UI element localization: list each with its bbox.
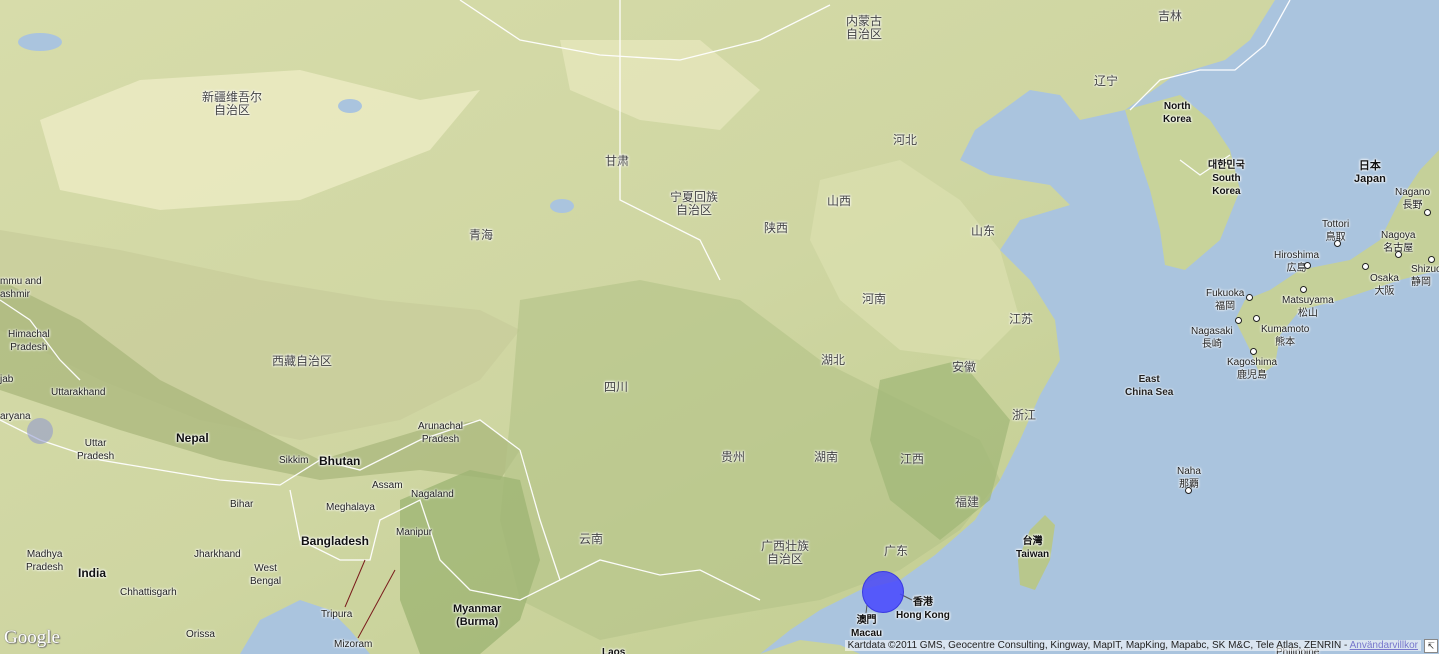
label-madhya: Madhya Pradesh — [26, 549, 64, 573]
attribution: Kartdata ©2011 GMS, Geocentre Consulting… — [844, 640, 1421, 651]
label-yunnan: 云南 — [579, 532, 604, 546]
label-fujian: 福建 — [955, 495, 980, 509]
label-japan: 日本 Japan — [1354, 160, 1386, 185]
label-xinjiang: 新疆维吾尔 自治区 — [202, 90, 263, 117]
city-kagoshima: Kagoshima 鹿児島 — [1227, 357, 1278, 381]
label-ningxia: 宁夏回族 自治区 — [670, 190, 719, 217]
city-nagano: Nagano 長野 — [1395, 187, 1431, 211]
label-arunachal: Arunachal Pradesh — [418, 421, 464, 445]
label-sichuan: 四川 — [604, 380, 629, 394]
city-dot-hiroshima — [1304, 262, 1311, 269]
label-hong-kong: 香港 Hong Kong — [896, 597, 950, 621]
city-naha: Naha 那覇 — [1177, 466, 1201, 490]
label-hebei: 河北 — [893, 133, 918, 147]
city-hiroshima: Hiroshima 広島 — [1274, 250, 1320, 274]
location-marker-faded[interactable] — [27, 418, 53, 444]
label-india: India — [78, 566, 107, 580]
label-guizhou: 贵州 — [721, 450, 746, 464]
label-inner-mongolia: 内蒙古 自治区 — [846, 14, 883, 41]
label-jiangxi: 江西 — [900, 452, 925, 466]
attribution-text: Kartdata ©2011 GMS, Geocentre Consulting… — [847, 640, 1350, 651]
city-osaka: Osaka 大阪 — [1370, 273, 1399, 297]
label-shanxi: 山西 — [827, 194, 852, 208]
label-north-korea: North Korea — [1163, 101, 1192, 125]
label-zhejiang: 浙江 — [1012, 408, 1037, 422]
label-meghalaya: Meghalaya — [326, 502, 375, 513]
label-gansu: 甘肃 — [605, 154, 630, 168]
label-sikkim: Sikkim — [279, 455, 309, 466]
label-west-bengal: West Bengal — [250, 563, 282, 587]
label-bhutan: Bhutan — [319, 454, 361, 468]
label-uttar-pradesh: Uttar Pradesh — [77, 438, 115, 462]
label-mizoram: Mizoram — [334, 639, 373, 650]
city-dot-tottori — [1334, 240, 1341, 247]
label-myanmar: Myanmar (Burma) — [453, 603, 502, 628]
city-fukuoka: Fukuoka 福岡 — [1206, 288, 1245, 312]
city-dot-fukuoka — [1246, 294, 1253, 301]
label-qinghai: 青海 — [469, 228, 494, 242]
label-uttarakhand: Uttarakhand — [51, 387, 106, 398]
label-liaoning: 辽宁 — [1094, 74, 1119, 88]
city-dot-nagoya — [1395, 251, 1402, 258]
label-jharkhand: Jharkhand — [194, 549, 241, 560]
label-jilin: 吉林 — [1158, 9, 1183, 23]
city-dot-nagano — [1424, 209, 1431, 216]
resize-corner-icon[interactable]: ↸ — [1424, 639, 1438, 653]
label-hunan: 湖南 — [814, 450, 839, 464]
location-marker[interactable] — [862, 571, 904, 613]
label-macau: 澳門 Macau — [851, 615, 883, 639]
google-logo[interactable]: Google — [4, 627, 60, 648]
label-punjab: jab — [0, 374, 14, 385]
city-nagoya: Nagoya 名古屋 — [1381, 230, 1416, 254]
city-dot-osaka — [1362, 263, 1369, 270]
label-hubei: 湖北 — [821, 353, 846, 367]
label-taiwan: 台灣 Taiwan — [1016, 536, 1050, 560]
label-henan: 河南 — [862, 292, 887, 306]
label-east-china-sea: East China Sea — [1125, 374, 1174, 398]
label-orissa: Orissa — [186, 629, 215, 640]
label-guangdong: 广东 — [884, 544, 909, 558]
label-anhui: 安徽 — [952, 360, 977, 374]
label-himachal: Himachal Pradesh — [8, 329, 50, 353]
city-dot-shizuoka — [1428, 256, 1435, 263]
label-south-korea: 대한민국 South Korea — [1208, 160, 1245, 197]
label-laos: Laos — [602, 647, 626, 654]
label-assam: Assam — [372, 480, 403, 491]
label-bihar: Bihar — [230, 499, 254, 510]
label-manipur: Manipur — [396, 527, 433, 538]
label-shandong: 山东 — [971, 224, 996, 238]
city-nagasaki: Nagasaki 長崎 — [1191, 326, 1233, 350]
label-tibet: 西藏自治区 — [272, 354, 333, 368]
city-matsuyama: Matsuyama 松山 — [1282, 295, 1334, 319]
label-chhattisgarh: Chhattisgarh — [120, 587, 177, 598]
label-haryana: aryana — [0, 411, 31, 422]
city-dot-naha — [1185, 487, 1192, 494]
label-jammu-kashmir: mmu and ashmir — [0, 276, 42, 300]
city-dot-matsuyama — [1300, 286, 1307, 293]
label-tripura: Tripura — [321, 609, 353, 620]
city-dot-kagoshima — [1250, 348, 1257, 355]
city-tottori: Tottori 鳥取 — [1322, 219, 1350, 243]
terms-link[interactable]: Användarvillkor — [1349, 640, 1418, 651]
label-bangladesh: Bangladesh — [301, 534, 370, 548]
city-dot-kumamoto — [1253, 315, 1260, 322]
label-jiangsu: 江苏 — [1009, 312, 1034, 326]
label-nagaland: Nagaland — [411, 489, 454, 500]
label-shaanxi: 陕西 — [764, 221, 789, 235]
city-kumamoto: Kumamoto 熊本 — [1261, 324, 1310, 348]
city-shizuoka: Shizuo 静岡 — [1411, 264, 1439, 288]
label-guangxi: 广西壮族 自治区 — [761, 539, 810, 566]
city-dot-nagasaki — [1235, 317, 1242, 324]
label-nepal: Nepal — [176, 431, 209, 445]
